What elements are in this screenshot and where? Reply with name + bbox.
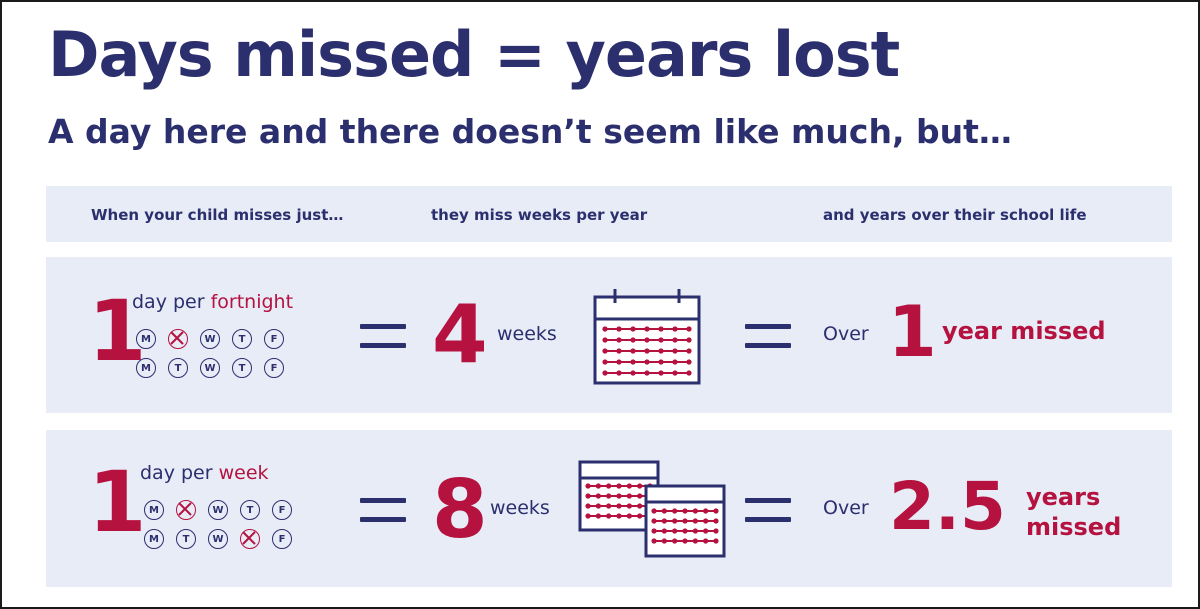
weekday-circle: T <box>176 529 196 549</box>
weekday-circle: T <box>232 358 252 378</box>
years-missed-label: years missed <box>1026 482 1121 542</box>
equals-sign <box>360 498 406 522</box>
missed-day-cross-icon <box>240 529 260 549</box>
weekday-circle: T <box>168 358 188 378</box>
weeks-label: weeks <box>497 323 557 345</box>
weekday-circle: F <box>264 329 284 349</box>
calendar-icon <box>593 289 701 385</box>
weekday-circle: F <box>272 529 292 549</box>
years-label-line2: missed <box>1026 513 1122 541</box>
frequency-prefix: day per <box>140 462 219 484</box>
column-header-band: When your child misses just… they miss w… <box>46 186 1172 242</box>
weekday-circle: M <box>144 500 164 520</box>
weekday-circle: W <box>200 329 220 349</box>
weeks-count: 8 <box>432 463 488 556</box>
weekday-circle: T <box>232 329 252 349</box>
days-count: 1 <box>88 453 147 551</box>
weekday-circle: W <box>200 358 220 378</box>
frequency-phrase: day per fortnight <box>132 291 293 313</box>
weekday-circle: M <box>144 529 164 549</box>
years-count: 1 <box>888 291 937 373</box>
page-title: Days missed = years lost <box>48 18 900 91</box>
frequency-prefix: day per <box>132 291 211 313</box>
weekday-circle: M <box>136 329 156 349</box>
header-weeks-per-year: they miss weeks per year <box>431 206 648 224</box>
years-label-line1: years <box>1026 483 1101 511</box>
frequency-phrase: day per week <box>140 462 269 484</box>
weeks-label: weeks <box>490 497 550 519</box>
header-misses-just: When your child misses just… <box>91 206 344 224</box>
header-years-school-life: and years over their school life <box>823 206 1087 224</box>
over-label: Over <box>823 497 869 519</box>
weeks-count: 4 <box>432 288 488 381</box>
over-label: Over <box>823 323 869 345</box>
equals-sign <box>360 324 406 348</box>
weekday-circle: F <box>272 500 292 520</box>
years-missed-label: year missed <box>942 317 1106 345</box>
weekday-circle: M <box>136 358 156 378</box>
days-count: 1 <box>88 282 147 380</box>
weekday-circle: W <box>208 529 228 549</box>
weekday-circle: F <box>264 358 284 378</box>
weekday-circle: T <box>240 500 260 520</box>
missed-day-cross-icon <box>168 329 188 349</box>
equals-sign <box>745 324 791 348</box>
missed-day-cross-icon <box>176 500 196 520</box>
frequency-accent: week <box>218 462 269 484</box>
two-calendars-icon <box>578 460 726 558</box>
frequency-accent: fortnight <box>210 291 294 313</box>
weekday-circle: W <box>208 500 228 520</box>
equals-sign <box>745 498 791 522</box>
years-count: 2.5 <box>889 468 1006 545</box>
page-subtitle: A day here and there doesn’t seem like m… <box>48 112 1012 151</box>
